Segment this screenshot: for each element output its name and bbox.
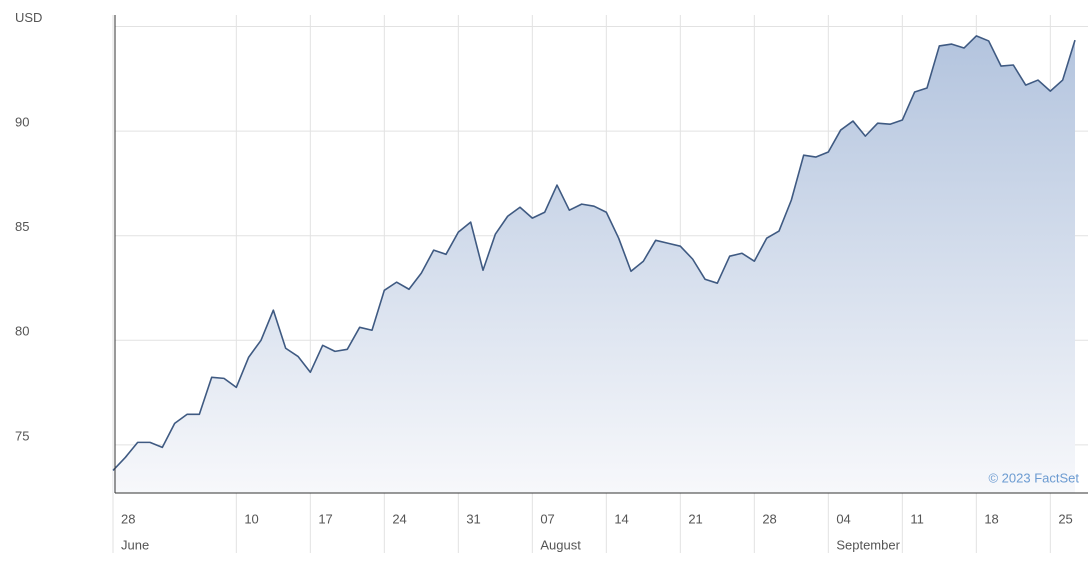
y-tick-label: 75 bbox=[15, 428, 29, 443]
x-tick-label: 07 bbox=[540, 511, 554, 526]
x-tick-label: 18 bbox=[984, 511, 998, 526]
x-tick-label: 04 bbox=[836, 511, 850, 526]
price-line bbox=[112, 35, 1076, 471]
y-tick-label: USD bbox=[15, 10, 42, 25]
copyright: © 2023 FactSet bbox=[988, 470, 1079, 485]
x-month-label: June bbox=[121, 537, 149, 552]
x-month-label: August bbox=[540, 537, 581, 552]
y-tick-label: 80 bbox=[15, 324, 29, 339]
x-tick-label: 28 bbox=[762, 511, 776, 526]
x-tick-label: 14 bbox=[614, 511, 628, 526]
x-tick-label: 21 bbox=[688, 511, 702, 526]
area-fill bbox=[113, 35, 1075, 494]
y-tick-label: 90 bbox=[15, 115, 29, 130]
x-tick-label: 11 bbox=[910, 511, 924, 526]
x-tick-label: 17 bbox=[318, 511, 332, 526]
x-tick-label: 28 bbox=[121, 511, 135, 526]
x-tick-label: 25 bbox=[1058, 511, 1072, 526]
x-month-label: September bbox=[836, 537, 900, 552]
x-tick-label: 31 bbox=[466, 511, 480, 526]
y-tick-label: 85 bbox=[15, 219, 29, 234]
x-tick-label: 10 bbox=[244, 511, 258, 526]
x-tick-label: 24 bbox=[392, 511, 406, 526]
